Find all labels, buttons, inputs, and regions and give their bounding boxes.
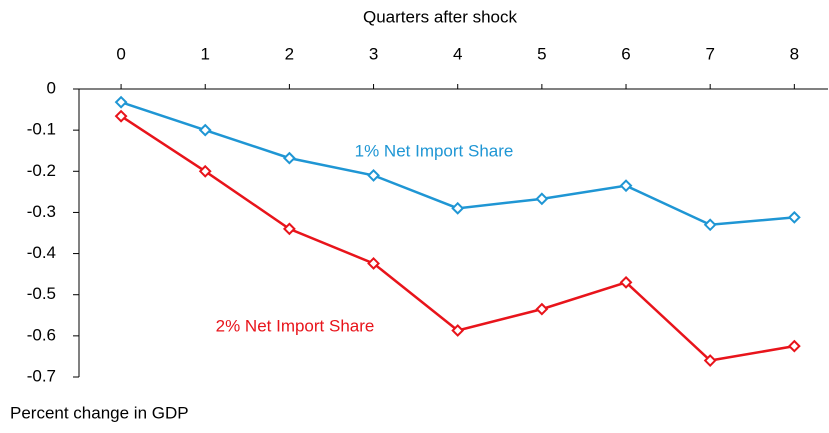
point-marker — [367, 257, 380, 270]
y-tick-label: -0.6 — [27, 325, 56, 344]
y-tick-label: -0.1 — [27, 120, 56, 139]
point-marker — [367, 168, 380, 182]
y-axis-title: Percent change in GDP — [10, 403, 189, 422]
x-tick-label: 6 — [621, 44, 630, 63]
series-label: 2% Net Import Share — [216, 316, 375, 335]
point-marker — [282, 151, 296, 165]
x-axis-title: Quarters after shock — [363, 7, 518, 26]
y-tick-label: 0 — [47, 78, 56, 97]
point-marker — [535, 302, 549, 316]
x-tick-label: 0 — [116, 44, 125, 63]
point-marker — [787, 339, 801, 353]
point-marker — [451, 324, 465, 337]
y-tick-label: -0.2 — [27, 161, 56, 180]
point-marker — [198, 123, 212, 137]
y-tick-label: -0.3 — [27, 202, 56, 221]
x-tick-label: 5 — [537, 44, 546, 63]
point-marker — [703, 218, 717, 232]
x-tick-label: 4 — [453, 44, 462, 63]
point-marker — [787, 210, 801, 224]
y-tick-label: -0.4 — [27, 243, 56, 262]
x-tick-label: 2 — [285, 44, 294, 63]
point-marker — [619, 275, 633, 289]
x-tick-label: 8 — [790, 44, 799, 63]
y-tick-label: -0.5 — [27, 284, 56, 303]
x-tick-label: 3 — [369, 44, 378, 63]
point-marker — [451, 201, 465, 215]
y-tick-label: -0.7 — [27, 366, 56, 385]
point-marker — [703, 354, 717, 367]
x-tick-label: 7 — [705, 44, 714, 63]
point-marker — [114, 95, 128, 109]
point-marker — [114, 109, 128, 123]
point-marker — [282, 222, 296, 236]
point-marker — [619, 179, 633, 193]
series-label: 1% Net Import Share — [355, 141, 514, 160]
x-tick-label: 1 — [201, 44, 210, 63]
point-marker — [535, 192, 549, 206]
point-marker — [198, 164, 212, 178]
